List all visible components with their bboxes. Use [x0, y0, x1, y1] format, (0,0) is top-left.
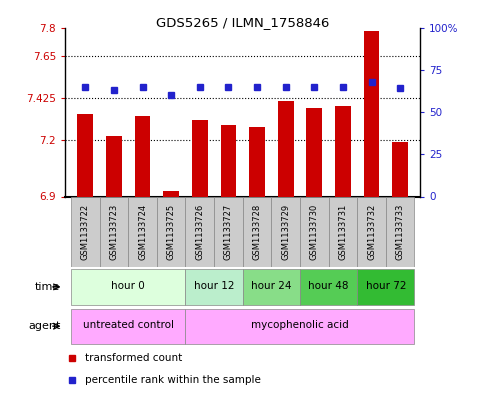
Text: GSM1133730: GSM1133730 — [310, 204, 319, 260]
Bar — [71, 196, 99, 267]
Bar — [71, 309, 185, 344]
Text: GSM1133723: GSM1133723 — [109, 204, 118, 260]
Bar — [278, 101, 294, 196]
Bar — [214, 196, 243, 267]
Bar — [185, 196, 214, 267]
Bar — [135, 116, 150, 196]
Bar — [243, 269, 300, 305]
Bar — [185, 309, 414, 344]
Bar — [163, 191, 179, 196]
Text: GSM1133729: GSM1133729 — [281, 204, 290, 260]
Text: GSM1133722: GSM1133722 — [81, 204, 90, 260]
Text: GSM1133731: GSM1133731 — [339, 204, 347, 260]
Bar — [99, 196, 128, 267]
Bar — [357, 196, 386, 267]
Bar — [300, 269, 357, 305]
Text: GSM1133726: GSM1133726 — [195, 204, 204, 260]
Text: GSM1133724: GSM1133724 — [138, 204, 147, 260]
Bar — [185, 269, 243, 305]
Bar — [357, 269, 414, 305]
Bar — [77, 114, 93, 196]
Bar — [392, 142, 408, 196]
Text: untreated control: untreated control — [83, 320, 174, 331]
Text: hour 24: hour 24 — [251, 281, 292, 291]
Bar — [249, 127, 265, 196]
Text: time: time — [35, 282, 60, 292]
Bar — [221, 125, 236, 196]
Bar — [71, 269, 185, 305]
Bar — [364, 31, 380, 196]
Bar — [243, 196, 271, 267]
Text: GSM1133728: GSM1133728 — [253, 204, 261, 260]
Text: percentile rank within the sample: percentile rank within the sample — [85, 375, 261, 385]
Text: GDS5265 / ILMN_1758846: GDS5265 / ILMN_1758846 — [156, 16, 329, 29]
Text: hour 0: hour 0 — [111, 281, 145, 291]
Bar — [192, 119, 208, 196]
Bar — [328, 196, 357, 267]
Text: mycophenolic acid: mycophenolic acid — [251, 320, 349, 331]
Bar — [106, 136, 122, 196]
Text: agent: agent — [28, 321, 60, 331]
Text: GSM1133733: GSM1133733 — [396, 204, 405, 260]
Bar — [306, 108, 322, 196]
Bar — [271, 196, 300, 267]
Text: GSM1133732: GSM1133732 — [367, 204, 376, 260]
Text: GSM1133727: GSM1133727 — [224, 204, 233, 260]
Text: hour 12: hour 12 — [194, 281, 234, 291]
Bar — [157, 196, 185, 267]
Text: hour 72: hour 72 — [366, 281, 406, 291]
Text: transformed count: transformed count — [85, 353, 182, 363]
Bar — [335, 107, 351, 196]
Text: GSM1133725: GSM1133725 — [167, 204, 176, 260]
Bar — [386, 196, 414, 267]
Bar — [300, 196, 328, 267]
Text: hour 48: hour 48 — [308, 281, 349, 291]
Bar — [128, 196, 157, 267]
